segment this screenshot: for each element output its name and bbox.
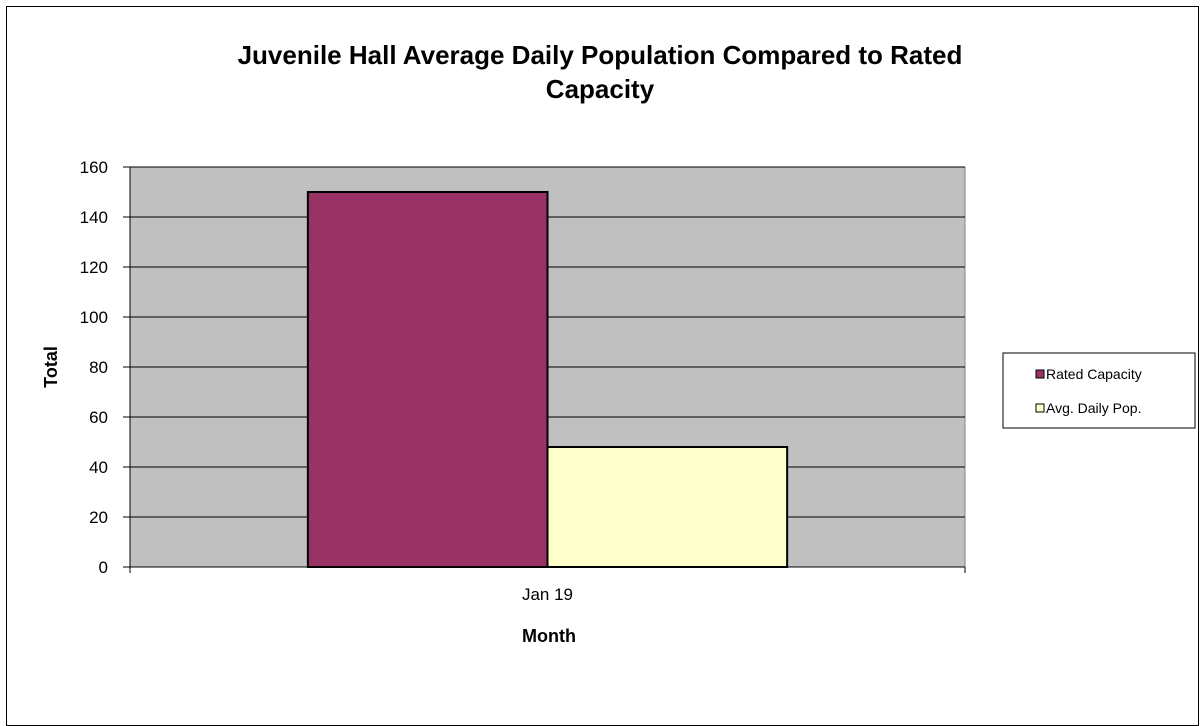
bar-avg-daily-pop (546, 446, 789, 568)
legend: Rated Capacity Avg. Daily Pop. (1002, 352, 1196, 429)
y-tick-labels: 0 20 40 60 80 100 120 140 160 (80, 158, 108, 577)
x-axis-title: Month (522, 626, 576, 646)
y-tick-label: 120 (80, 258, 108, 277)
axes (123, 166, 966, 573)
legend-swatch (1035, 403, 1045, 413)
chart-title: Juvenile Hall Average Daily Population C… (238, 40, 963, 104)
y-tick-label: 140 (80, 208, 108, 227)
y-tick-label: 60 (89, 408, 108, 427)
legend-swatch (1035, 369, 1045, 379)
y-tick-label: 20 (89, 508, 108, 527)
y-tick-label: 160 (80, 158, 108, 177)
x-tick-label: Jan 19 (522, 585, 573, 604)
chart-title-line-2: Capacity (546, 74, 655, 104)
legend-box (1002, 352, 1196, 429)
y-tick-label: 80 (89, 358, 108, 377)
y-tick-label: 40 (89, 458, 108, 477)
x-tick-labels: Jan 19 (522, 585, 573, 604)
bar-rated-capacity (306, 191, 549, 568)
legend-label: Avg. Daily Pop. (1046, 400, 1141, 416)
y-tick-label: 100 (80, 308, 108, 327)
bars (306, 191, 789, 568)
y-axis-title: Total (41, 346, 61, 388)
y-tick-label: 0 (99, 558, 108, 577)
chart-title-line-1: Juvenile Hall Average Daily Population C… (238, 40, 963, 70)
legend-label: Rated Capacity (1046, 366, 1142, 382)
